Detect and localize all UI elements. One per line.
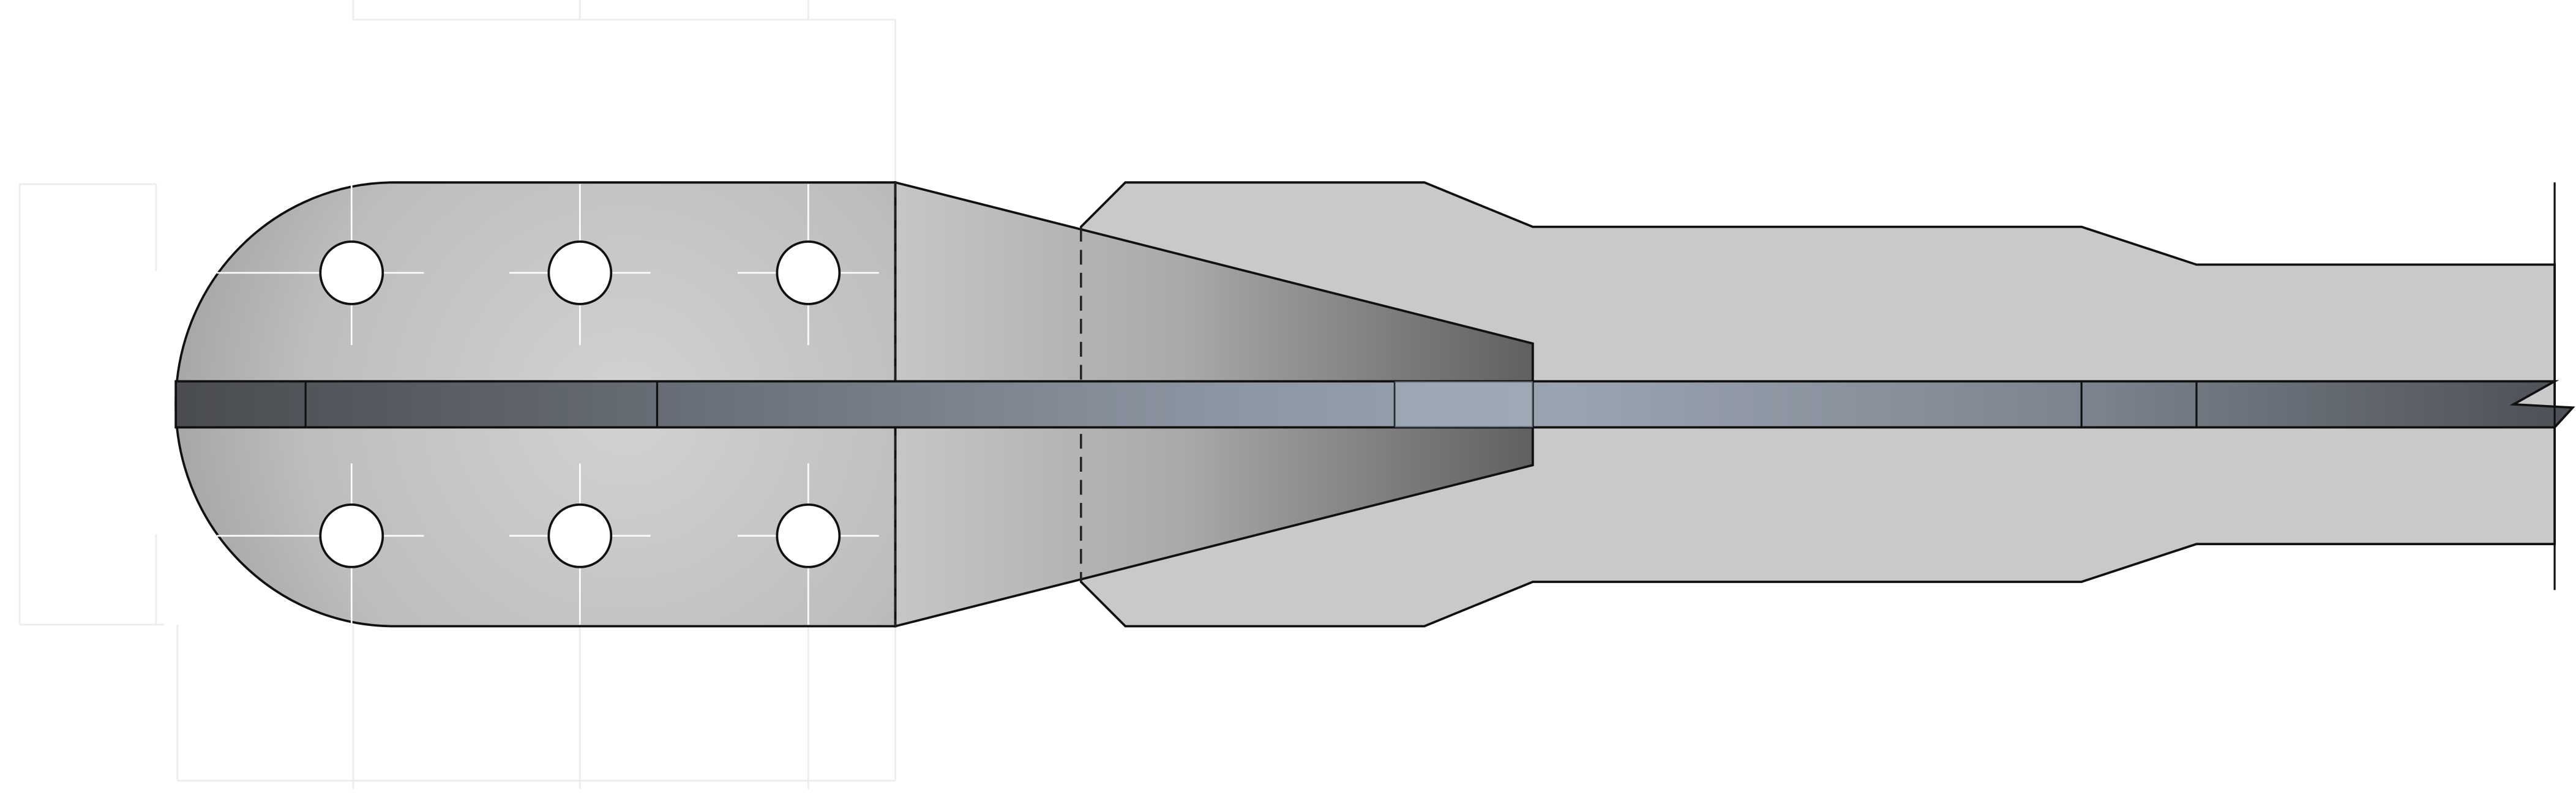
bolt-holes xyxy=(217,184,879,625)
strip-highlight-segment xyxy=(1395,381,1533,428)
bolt-hole xyxy=(217,184,424,346)
central-strip xyxy=(174,380,2575,429)
bolt-hole xyxy=(737,184,879,346)
bolt-hole xyxy=(509,184,651,346)
bolt-hole xyxy=(217,463,424,625)
bolt-hole xyxy=(737,463,879,625)
construction-lines xyxy=(18,0,896,789)
bolt-hole xyxy=(509,463,651,625)
